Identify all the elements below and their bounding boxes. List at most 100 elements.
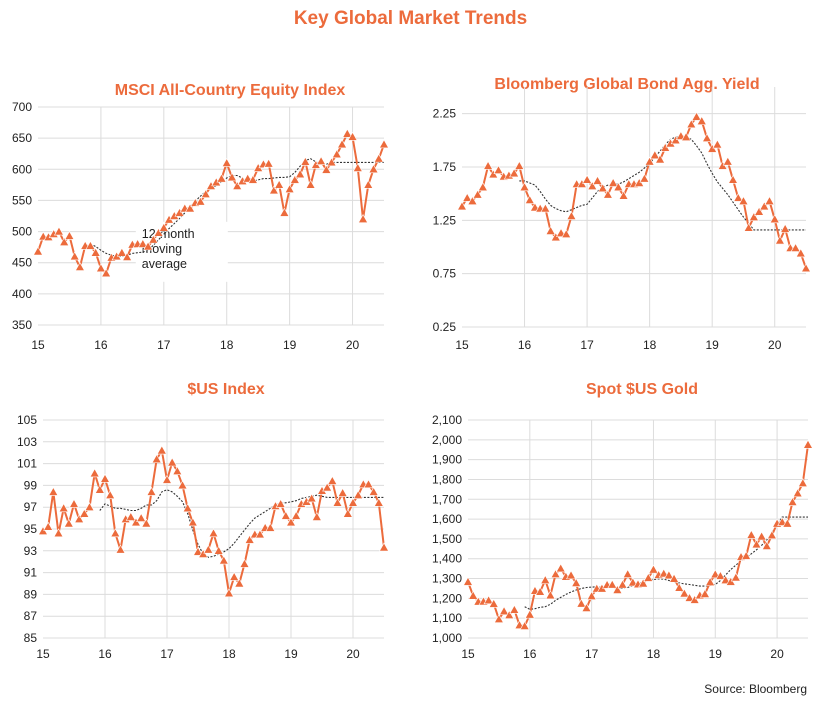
y-tick-label: 2,000 — [432, 433, 462, 447]
x-tick-label: 19 — [283, 338, 297, 352]
x-tick-label: 17 — [157, 338, 171, 352]
data-point-marker — [467, 196, 478, 205]
data-point-marker — [738, 196, 749, 205]
data-point-marker — [504, 610, 515, 620]
data-point-marker — [627, 577, 638, 587]
data-point-marker — [79, 508, 90, 518]
data-point-marker — [566, 210, 577, 220]
x-tick-label: 18 — [220, 338, 234, 352]
data-point-marker — [185, 203, 196, 213]
data-point-marker — [368, 486, 379, 496]
data-point-marker — [311, 511, 322, 521]
data-point-marker — [137, 238, 148, 248]
data-point-marker — [730, 572, 741, 582]
data-point-marker — [540, 203, 551, 213]
x-tick-label: 16 — [518, 338, 532, 352]
data-point-marker — [332, 497, 343, 507]
gold-chart: Spot $US Gold 1,000 1,100 1,200 1,300 1,400 1,… — [432, 381, 814, 661]
data-point-marker — [182, 503, 193, 513]
data-point-marker — [477, 182, 488, 192]
data-point-marker — [519, 620, 530, 630]
usd-index-chart: $US Index 85 87 89 91 93 95 97 99 101 103 105 15 16 17… — [17, 381, 390, 661]
y-tick-label: 1.75 — [433, 160, 457, 174]
y-tick-label: 450 — [12, 256, 32, 270]
x-tick-label: 15 — [461, 647, 475, 661]
data-point-marker — [649, 150, 660, 160]
data-point-marker — [306, 493, 317, 503]
data-point-marker — [174, 207, 185, 217]
y-tick-label: 1,300 — [432, 572, 462, 586]
data-point-marker — [787, 496, 798, 506]
data-point-marker — [684, 592, 695, 602]
data-point-marker — [571, 577, 582, 587]
moving-average-annotation: moving — [142, 242, 182, 256]
x-tick-label: 17 — [160, 647, 174, 661]
y-tick-label: 400 — [12, 287, 32, 301]
data-point-marker — [761, 540, 772, 550]
x-tick-label: 18 — [647, 647, 661, 661]
data-point-marker — [705, 577, 716, 586]
data-point-marker — [602, 189, 613, 199]
x-tick-label: 19 — [709, 647, 723, 661]
x-tick-label: 15 — [36, 647, 50, 661]
data-point-marker — [279, 207, 290, 217]
data-point-marker — [48, 486, 59, 496]
chart-title: Spot $US Gold — [586, 381, 698, 398]
x-tick-label: 17 — [585, 647, 599, 661]
data-point-marker — [151, 454, 162, 464]
chart-panel-gold: Spot $US Gold 1,000 1,100 1,200 1,300 1,400 1,… — [410, 372, 821, 662]
data-point-marker — [499, 606, 510, 616]
data-point-marker — [751, 539, 762, 549]
data-point-marker — [472, 189, 483, 199]
data-point-marker — [337, 139, 348, 149]
x-tick-label: 15 — [31, 338, 45, 352]
data-point-marker — [725, 576, 736, 586]
data-point-marker — [84, 502, 95, 511]
data-point-marker — [462, 192, 473, 202]
data-point-marker — [748, 212, 759, 221]
y-tick-label: 101 — [17, 457, 37, 471]
y-tick-label: 95 — [24, 522, 38, 536]
data-point-marker — [373, 497, 384, 507]
chart-panel-usd: $US Index 85 87 89 91 93 95 97 99 101 103 105 15 16 17… — [0, 372, 410, 662]
data-point-marker — [195, 196, 206, 206]
y-tick-label: 500 — [12, 225, 32, 239]
page-title: Key Global Market Trends — [293, 8, 528, 29]
data-point-marker — [456, 201, 468, 211]
data-point-marker — [64, 230, 75, 240]
data-point-marker — [780, 223, 791, 233]
data-point-marker — [101, 268, 112, 278]
y-tick-label: 105 — [17, 413, 37, 427]
y-tick-label: 87 — [24, 609, 38, 623]
data-point-marker — [74, 261, 85, 271]
x-tick-label: 20 — [346, 647, 360, 661]
data-point-marker — [218, 555, 229, 565]
data-point-marker — [483, 160, 494, 170]
data-point-marker — [764, 196, 775, 205]
y-tick-label: 1,600 — [432, 512, 462, 526]
x-tick-label: 20 — [770, 647, 784, 661]
data-point-marker — [208, 528, 219, 538]
y-tick-label: 97 — [24, 500, 38, 514]
data-point-marker — [153, 227, 164, 237]
data-point-marker — [774, 235, 785, 245]
data-point-marker — [540, 575, 551, 584]
data-point-marker — [316, 156, 327, 165]
y-tick-label: 1.25 — [433, 213, 457, 227]
data-point-marker — [669, 573, 680, 583]
data-point-marker — [342, 508, 353, 518]
data-point-marker — [221, 157, 232, 167]
data-point-marker — [200, 189, 211, 198]
data-point-marker — [759, 201, 770, 211]
data-point-marker — [363, 179, 374, 189]
data-point-marker — [689, 594, 700, 604]
x-tick-label: 16 — [94, 338, 108, 352]
data-point-marker — [674, 582, 685, 592]
y-tick-label: 550 — [12, 193, 32, 207]
x-tick-label: 18 — [643, 338, 657, 352]
x-tick-label: 20 — [768, 338, 782, 352]
data-point-marker — [268, 185, 279, 195]
data-point-marker — [514, 160, 525, 170]
data-point-marker — [587, 181, 598, 190]
data-point-marker — [699, 588, 710, 598]
